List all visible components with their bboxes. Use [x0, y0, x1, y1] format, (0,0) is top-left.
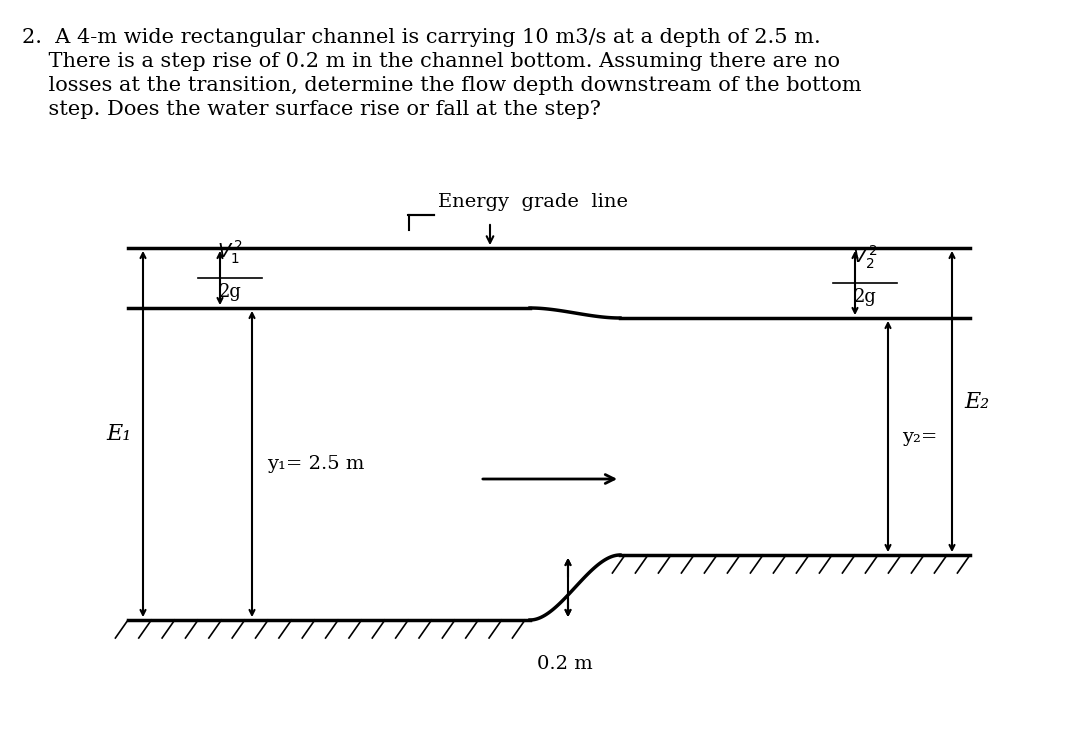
Text: E₂: E₂ — [964, 391, 989, 412]
Text: $V_1^{\,2}$: $V_1^{\,2}$ — [217, 239, 243, 266]
Text: Energy  grade  line: Energy grade line — [438, 193, 627, 211]
Text: y₁= 2.5 m: y₁= 2.5 m — [267, 455, 364, 473]
Text: losses at the transition, determine the flow depth downstream of the bottom: losses at the transition, determine the … — [22, 76, 862, 95]
Text: 2g: 2g — [853, 288, 877, 306]
Text: $V_2^{\,2}$: $V_2^{\,2}$ — [852, 244, 878, 271]
Text: 2g: 2g — [218, 283, 242, 301]
Text: 0.2 m: 0.2 m — [537, 655, 593, 673]
Text: y₂=: y₂= — [902, 427, 937, 446]
Text: step. Does the water surface rise or fall at the step?: step. Does the water surface rise or fal… — [22, 100, 600, 119]
Text: 2.  A 4-m wide rectangular channel is carrying 10 m3/s at a depth of 2.5 m.: 2. A 4-m wide rectangular channel is car… — [22, 28, 821, 47]
Text: There is a step rise of 0.2 m in the channel bottom. Assuming there are no: There is a step rise of 0.2 m in the cha… — [22, 52, 840, 71]
Text: E₁: E₁ — [106, 423, 131, 445]
